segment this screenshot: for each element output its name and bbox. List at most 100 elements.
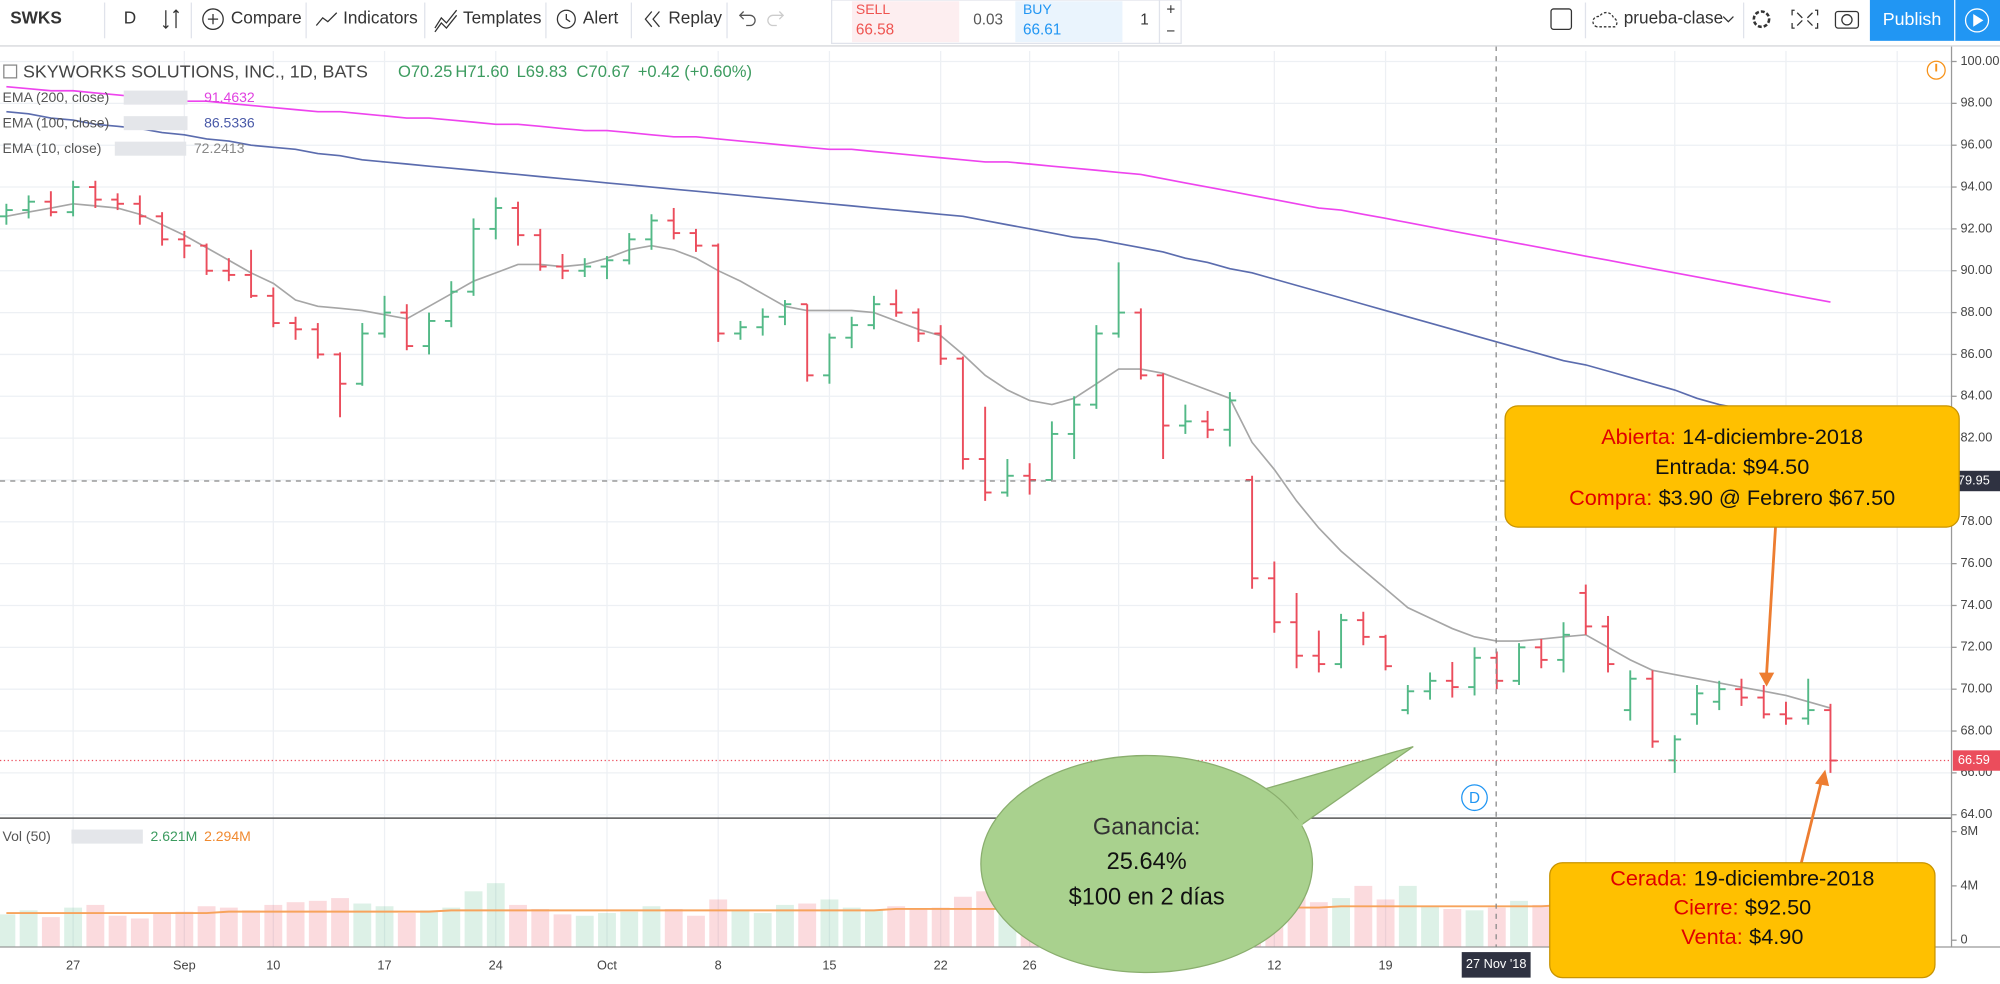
templates-icon[interactable]	[434, 9, 458, 33]
symbol[interactable]: SWKS	[10, 8, 62, 28]
compare-icon[interactable]	[202, 8, 224, 30]
x-tick-label: 27	[66, 958, 80, 973]
compare-button[interactable]: Compare	[231, 8, 302, 28]
volume-bar	[397, 913, 416, 947]
alert-button[interactable]: Alert	[583, 8, 619, 28]
play-icon-triangle	[1973, 14, 1984, 27]
checkbox[interactable]	[1550, 8, 1573, 30]
settings-button[interactable]	[1752, 10, 1771, 29]
callout-label: Abierta:	[1601, 423, 1676, 448]
volume-bar	[264, 904, 283, 947]
buy-panel[interactable]	[1015, 1, 1123, 43]
quantity[interactable]: 1	[1140, 11, 1149, 28]
volume-bar	[353, 903, 372, 947]
y-tick-label: 72.00	[1960, 639, 1992, 654]
y-tick-label: 64.00	[1960, 806, 1992, 821]
redo-button[interactable]	[767, 11, 785, 27]
callout-line: Abierta: 14-diciembre-2018	[1601, 423, 1863, 448]
bubble-line: $100 en 2 días	[1069, 885, 1225, 911]
callout-text: 14-diciembre-2018	[1682, 423, 1863, 448]
volume-bar	[753, 913, 772, 947]
templates-button[interactable]: Templates	[463, 8, 541, 28]
dividend-marker[interactable]	[1461, 784, 1488, 812]
publish-button[interactable]	[1869, 0, 1955, 41]
callout-line: Cerada: 19-diciembre-2018	[1610, 865, 1874, 890]
volume-bar	[709, 899, 728, 947]
volume-bar	[1465, 910, 1484, 947]
buy-label: BUY	[1023, 1, 1052, 17]
volume-bar	[64, 907, 83, 947]
callout-text: $92.50	[1745, 894, 1811, 919]
layout-dropdown[interactable]	[1722, 16, 1734, 23]
volume-ma-line	[6, 903, 1831, 914]
y-tick-label: 70.00	[1960, 681, 1992, 696]
crosshair-price-label: 79.95	[1958, 472, 1990, 487]
volume-bar	[798, 903, 817, 947]
qty-plus[interactable]: +	[1166, 1, 1175, 18]
volume-bar	[953, 896, 972, 947]
indicator-name[interactable]: EMA (200, close)	[3, 89, 110, 105]
bars-style-icon[interactable]	[162, 9, 180, 29]
alert-icon[interactable]	[556, 9, 576, 29]
indicator-name[interactable]: EMA (10, close)	[3, 140, 102, 156]
indicator-value: 72.2413	[194, 140, 245, 156]
volume-bar	[375, 906, 394, 947]
indicator-name[interactable]: EMA (100, close)	[3, 114, 110, 130]
indicators-button[interactable]: Indicators	[343, 8, 418, 28]
volume-bar	[620, 911, 639, 947]
bubble-line: 25.64%	[1107, 849, 1187, 875]
y-tick-label: 82.00	[1960, 429, 1992, 444]
alert-icon[interactable]	[1926, 60, 1946, 80]
volume-bar	[86, 904, 105, 947]
cloud-icon[interactable]	[1592, 11, 1618, 28]
volume-bar	[664, 908, 683, 947]
replay-button[interactable]: Replay	[668, 8, 722, 28]
x-tick-label: 22	[934, 958, 948, 973]
volume-name[interactable]: Vol (50)	[3, 828, 51, 844]
indicator-controls[interactable]	[71, 829, 143, 844]
x-tick-label: 19	[1378, 958, 1392, 973]
y-tick-label: 8M	[1960, 823, 1978, 838]
y-tick-label: 86.00	[1960, 346, 1992, 361]
arrow-head	[1815, 769, 1830, 787]
callout-label: Compra:	[1569, 485, 1652, 510]
y-tick-label: 84.00	[1960, 388, 1992, 403]
volume-ma-value: 2.294M	[204, 828, 251, 844]
crosshair-price-bg	[1952, 470, 2000, 492]
ema-line	[6, 85, 1831, 303]
indicator-controls[interactable]	[123, 116, 188, 131]
y-tick-label: 78.00	[1960, 513, 1992, 528]
x-tick-label: 24	[489, 958, 503, 973]
callout-label: Venta:	[1681, 924, 1742, 949]
sell-price: 66.58	[856, 22, 894, 39]
volume-bar	[1309, 902, 1328, 947]
last-price-label: 66.59	[1958, 752, 1990, 767]
sell-panel[interactable]	[852, 1, 960, 43]
interval[interactable]: D	[124, 8, 136, 28]
volume-bar	[420, 910, 438, 947]
x-tick-label: Oct	[597, 958, 617, 973]
x-tick-label: 26	[1023, 958, 1037, 973]
replay-icon[interactable]	[644, 11, 660, 28]
callout-label: Cerada:	[1610, 865, 1687, 890]
indicators-icon[interactable]	[315, 12, 338, 26]
volume-bar	[1532, 904, 1551, 947]
callout-line: Compra: $3.90 @ Febrero $67.50	[1569, 485, 1895, 510]
last-price-bg	[1952, 750, 2000, 771]
layout-name[interactable]: prueba-clase	[1624, 8, 1724, 28]
snapshot-button[interactable]	[1834, 10, 1860, 29]
collapse-icon[interactable]	[3, 64, 18, 79]
indicator-controls[interactable]	[123, 90, 188, 105]
y-tick-label: 88.00	[1960, 304, 1992, 319]
play-icon	[1964, 8, 1990, 33]
volume-bar	[531, 908, 550, 947]
volume-bar	[1332, 898, 1350, 947]
volume-bar	[219, 907, 238, 947]
fullscreen-button[interactable]	[1791, 9, 1819, 29]
undo-button[interactable]	[738, 11, 756, 27]
indicator-controls[interactable]	[114, 141, 187, 156]
qty-minus[interactable]: −	[1166, 23, 1175, 40]
volume-bar	[687, 915, 705, 947]
y-tick-label: 98.00	[1960, 95, 1992, 110]
crosshair-date-bg	[1461, 952, 1531, 978]
